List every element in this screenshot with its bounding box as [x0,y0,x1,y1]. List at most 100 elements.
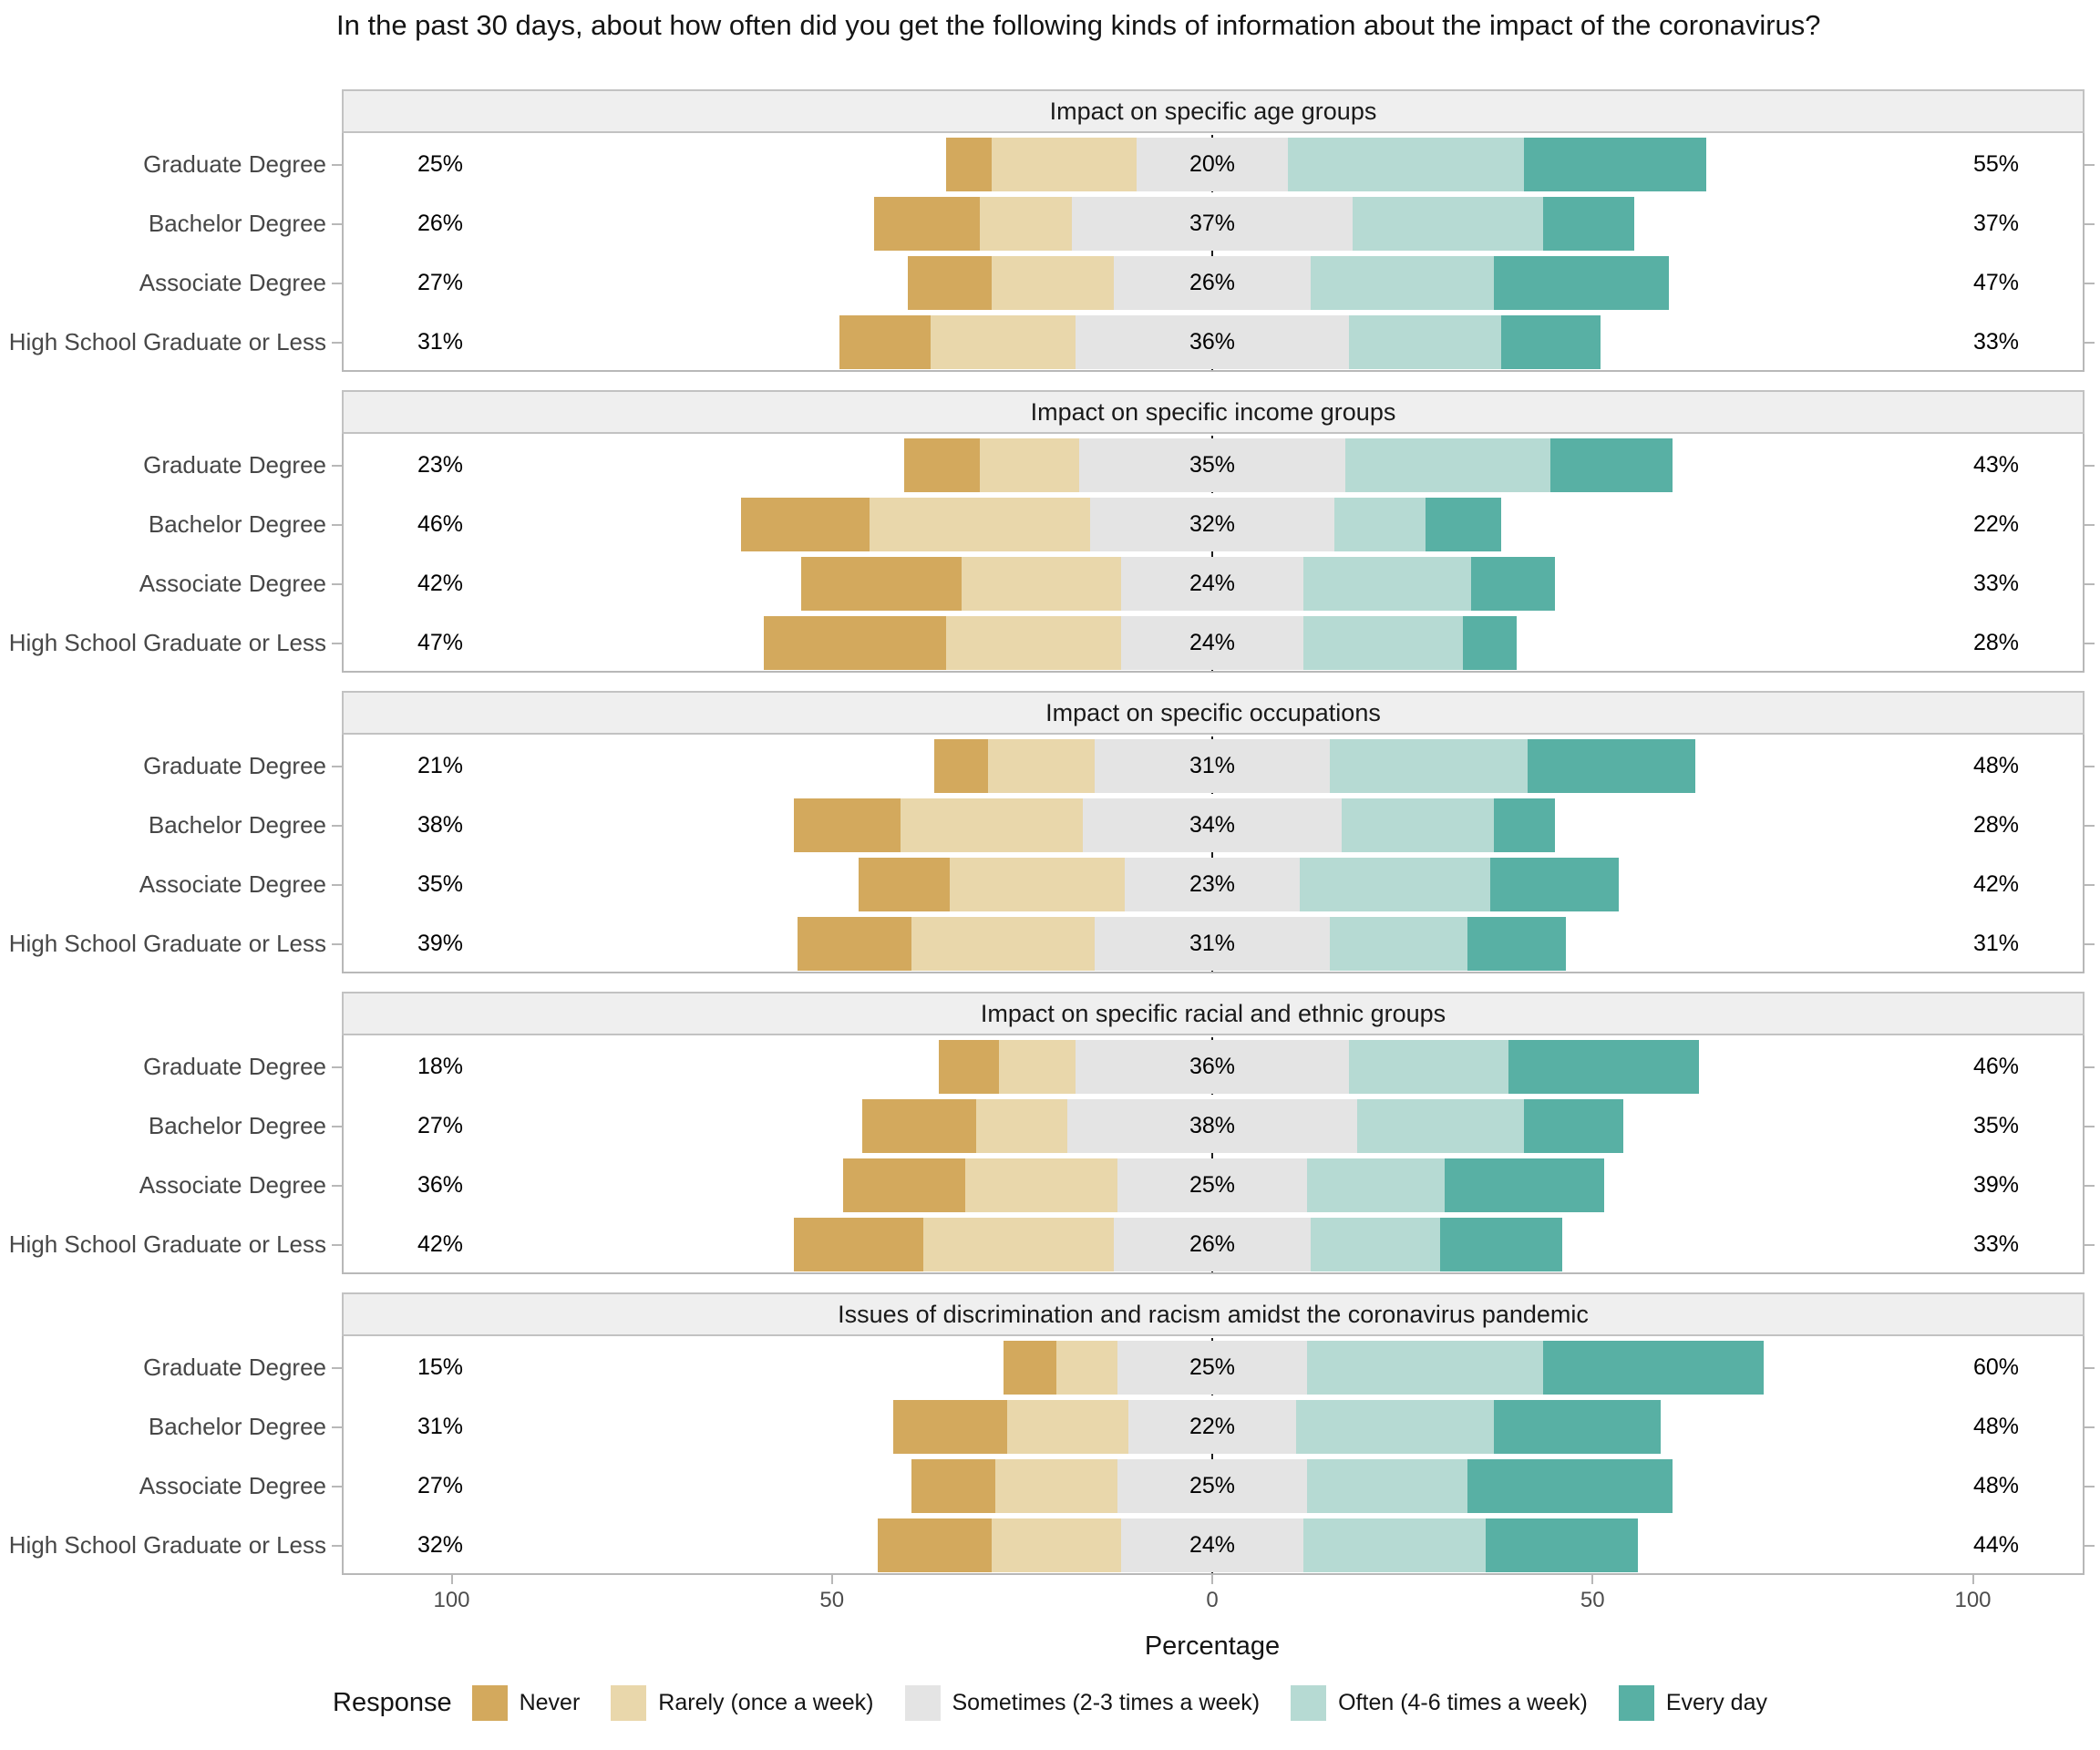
category-label: Bachelor Degree [148,1413,326,1440]
bar-segment-often [1307,1341,1543,1395]
bar-segment-sometimes [1120,1518,1304,1572]
axis-tick-left [332,523,342,526]
axis-tick-right [2085,824,2095,827]
middle-percent-label: 25% [1189,1354,1236,1380]
bar-segment-everyday [1524,138,1707,191]
bar-segment-never [904,438,981,492]
legend: Response Never Rarely (once a week) Someti… [0,1680,2100,1725]
bar-segment-sometimes [1120,557,1304,611]
axis-tick-right [2085,1485,2095,1488]
bar-segment-sometimes [1113,1218,1312,1271]
axis-tick-right [2085,1243,2095,1246]
bar-segment-never [945,138,992,191]
middle-percent-label: 26% [1189,1231,1236,1257]
bar-segment-everyday [1489,858,1620,911]
category-label: Graduate Degree [143,451,326,479]
bar-segment-rarely [950,858,1126,911]
category-label: High School Graduate or Less [8,328,326,355]
middle-percent-label: 36% [1189,1054,1236,1079]
left-total-label: 26% [417,211,464,236]
left-total-label: 47% [417,630,464,655]
bar-segment-never [843,1158,965,1212]
right-total-label: 47% [1972,270,2020,295]
bar-segment-often [1303,616,1464,670]
axis-tick-right [2085,222,2095,225]
bar-segment-rarely [999,1040,1076,1094]
bar-segment-often [1288,138,1525,191]
middle-percent-label: 26% [1189,270,1236,295]
bar-segment-everyday [1470,557,1555,611]
right-total-label: 28% [1972,812,2020,838]
category-label: Graduate Degree [143,150,326,178]
right-total-label: 39% [1972,1172,2020,1198]
bar-segment-sometimes [1083,798,1342,852]
axis-tick-left [332,341,342,344]
axis-tick-right [2085,282,2095,284]
left-total-label: 21% [417,753,464,778]
right-total-label: 48% [1972,1414,2020,1439]
bar-segment-sometimes [1117,1158,1308,1212]
bar-segment-everyday [1493,1400,1662,1454]
middle-percent-label: 25% [1189,1172,1236,1198]
axis-tick-left [332,1065,342,1068]
bar-segment-rarely [964,1158,1117,1212]
right-total-label: 35% [1972,1113,2020,1138]
middle-percent-label: 31% [1189,931,1236,956]
axis-tick-left [332,942,342,945]
right-total-label: 33% [1972,1231,2020,1257]
axis-tick-left [332,582,342,585]
right-total-label: 33% [1972,571,2020,596]
axis-tick-right [2085,765,2095,767]
category-label: High School Graduate or Less [8,1531,326,1559]
x-axis-tick-label: 0 [1206,1588,1219,1612]
bar-segment-everyday [1543,1341,1764,1395]
category-label: Graduate Degree [143,1354,326,1381]
axis-tick-left [332,1485,342,1488]
bar-segment-never [763,616,946,670]
bar-segment-rarely [922,1218,1114,1271]
middle-percent-label: 34% [1189,812,1236,838]
bar-segment-often [1303,557,1471,611]
bar-segment-often [1333,498,1426,551]
facet-strip-label: Issues of discrimination and racism amid… [838,1300,1589,1328]
right-total-label: 60% [1972,1354,2020,1380]
bar-segment-rarely [991,138,1137,191]
middle-percent-label: 38% [1189,1113,1236,1138]
left-total-label: 31% [417,1414,464,1439]
bar-segment-rarely [980,438,1079,492]
middle-percent-label: 24% [1189,1532,1236,1558]
facet-strip: Impact on specific income groups [342,390,2085,434]
zero-reference-line [1211,436,1213,671]
bar-segment-everyday [1463,616,1517,670]
bar-segment-sometimes [1071,197,1354,251]
bar-segment-often [1295,1400,1494,1454]
bar-segment-rarely [991,1518,1121,1572]
left-total-label: 36% [417,1172,464,1198]
bar-segment-sometimes [1078,438,1346,492]
bar-segment-often [1345,438,1551,492]
bar-segment-often [1330,739,1529,793]
bar-segment-often [1353,197,1543,251]
chart-title: In the past 30 days, about how often did… [336,9,1821,41]
bar-segment-often [1349,315,1502,369]
axis-tick-left [332,642,342,644]
left-total-label: 25% [417,151,464,177]
axis-tick-right [2085,1184,2095,1187]
legend-title: Response [333,1687,452,1717]
left-total-label: 42% [417,1231,464,1257]
axis-tick-right [2085,883,2095,886]
legend-swatch [611,1684,647,1721]
bar-segment-often [1303,1518,1487,1572]
left-total-label: 27% [417,270,464,295]
axis-tick-left [332,883,342,886]
left-total-label: 35% [417,871,464,897]
facet-strip-label: Impact on specific racial and ethnic gro… [980,999,1446,1027]
legend-item-label: Often (4-6 times a week) [1338,1689,1588,1715]
right-total-label: 46% [1972,1054,2020,1079]
legend-item: Sometimes (2-3 times a week) [904,1684,1260,1721]
axis-tick-left [332,163,342,166]
x-axis-tick [1971,1575,1974,1584]
bar-segment-sometimes [1128,1400,1296,1454]
category-label: Associate Degree [139,570,326,597]
zero-reference-line [1211,1037,1213,1272]
